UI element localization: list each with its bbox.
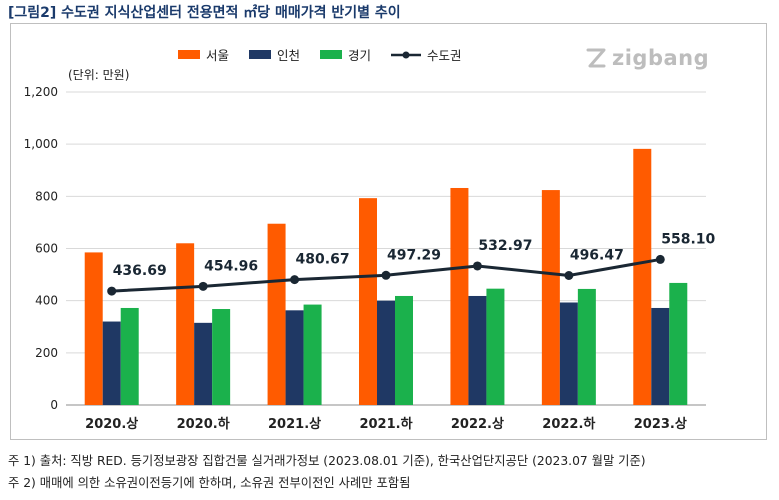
legend-item-gyeonggi: 경기 — [320, 45, 371, 64]
bar-gyeonggi — [486, 288, 505, 405]
bar-incheon — [102, 321, 121, 405]
metro-data-label: 532.97 — [478, 238, 532, 254]
x-tick-label: 2022.상 — [451, 417, 504, 432]
metro-data-label: 436.69 — [113, 263, 167, 279]
bar-gyeonggi — [212, 309, 231, 405]
bar-gyeonggi — [120, 307, 139, 405]
legend-line-marker-icon — [391, 51, 422, 58]
bar-gyeonggi — [303, 304, 322, 405]
y-tick-label: 1,200 — [24, 85, 58, 99]
y-tick-label: 200 — [35, 346, 58, 360]
legend-label-metro: 수도권 — [427, 48, 462, 63]
bar-seoul — [176, 243, 195, 405]
metro-line-series: 436.69 454.96 480.67 497.29 532.97 496.47 558.… — [107, 231, 716, 296]
y-tick-label: 400 — [35, 294, 58, 308]
bars — [84, 148, 688, 405]
metro-line-point — [290, 275, 300, 285]
figure-title: [그림2] 수도권 지식산업센터 전용면적 ㎡당 매매가격 반기별 추이 — [8, 5, 401, 21]
bar-incheon — [559, 302, 578, 405]
y-tick-label: 600 — [35, 242, 58, 256]
bar-seoul — [541, 190, 560, 405]
x-tick-label: 2020.하 — [177, 416, 230, 432]
metro-data-label: 480.67 — [296, 252, 350, 268]
bar-seoul — [450, 187, 469, 405]
y-tick-label: 0 — [50, 398, 58, 412]
bar-incheon — [194, 322, 213, 405]
legend-label-gyeonggi: 경기 — [348, 48, 372, 63]
bar-seoul — [84, 252, 103, 405]
metro-data-label: 496.47 — [570, 248, 624, 264]
zigbang-logo-icon — [586, 48, 606, 68]
legend: 서울 인천 경기 수도권 — [178, 45, 462, 64]
x-tick-label: 2021.하 — [359, 416, 412, 432]
legend-swatch-seoul — [178, 50, 200, 59]
legend-item-metro: 수도권 — [391, 45, 462, 64]
metro-line-point — [472, 261, 482, 271]
metro-line-point — [564, 271, 574, 281]
bar-incheon — [468, 295, 487, 405]
x-axis: 2020.상 2020.하 2021.상 2021.하 2022.상 2022.하 2023… — [85, 416, 687, 432]
chart-frame — [10, 23, 767, 440]
unit-label: (단위: 만원) — [68, 68, 130, 82]
bar-gyeonggi — [669, 282, 688, 405]
legend-label-incheon: 인천 — [277, 48, 301, 63]
zigbang-logo: zigbang — [584, 46, 709, 70]
bar-seoul — [633, 148, 652, 405]
bar-seoul — [359, 198, 377, 405]
bar-gyeonggi — [395, 295, 413, 405]
metro-data-label: 558.10 — [661, 231, 715, 247]
footnote-1: 주 1) 출처: 직방 RED. 등기정보광장 집합건물 실거래가정보 (202… — [8, 454, 646, 468]
x-tick-label: 2023.상 — [634, 417, 687, 432]
x-tick-label: 2022.하 — [542, 416, 595, 432]
metro-data-label: 497.29 — [387, 247, 441, 263]
footnote-2: 주 2) 매매에 의한 소유권이전등기에 한하며, 소유권 전부이전인 사례만 … — [8, 476, 411, 490]
legend-item-seoul: 서울 — [178, 45, 229, 64]
legend-label-seoul: 서울 — [206, 48, 230, 63]
metro-line-point — [655, 254, 665, 264]
y-tick-label: 800 — [35, 189, 58, 203]
bar-incheon — [285, 310, 304, 405]
y-tick-label: 1,000 — [24, 137, 58, 151]
bar-incheon — [651, 307, 670, 405]
metro-line-point — [198, 281, 208, 291]
y-axis: 0 200 400 600 800 1,000 1,200 — [24, 85, 58, 412]
zigbang-logo-text: zigbang — [612, 46, 710, 70]
x-tick-label: 2020.상 — [85, 417, 138, 432]
bar-seoul — [267, 223, 286, 405]
bar-incheon — [377, 300, 395, 405]
footnotes: 주 1) 출처: 직방 RED. 등기정보광장 집합건물 실거래가정보 (202… — [8, 450, 646, 494]
x-tick-label: 2021.상 — [268, 417, 321, 432]
legend-item-incheon: 인천 — [249, 45, 300, 64]
metro-data-label: 454.96 — [204, 258, 258, 274]
metro-line-point — [107, 286, 117, 296]
metro-line-point — [381, 270, 391, 280]
legend-swatch-gyeonggi — [320, 50, 343, 59]
bar-gyeonggi — [577, 288, 596, 405]
legend-swatch-incheon — [249, 50, 272, 59]
